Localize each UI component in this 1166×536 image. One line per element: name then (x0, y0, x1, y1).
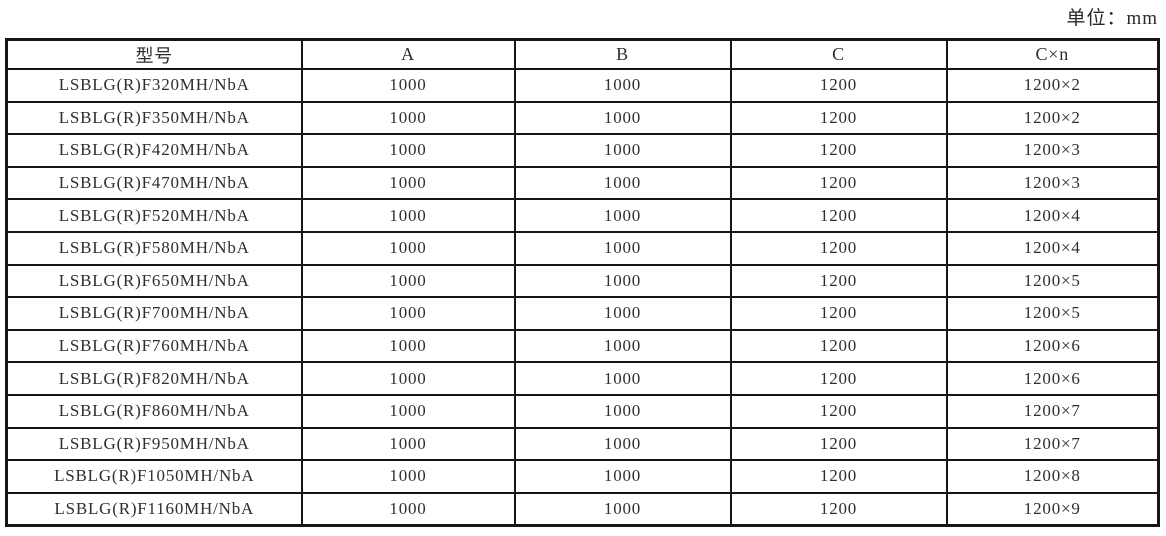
value-cxn-cell: 1200×2 (945, 100, 1160, 136)
value-a-cell: 1000 (300, 426, 516, 462)
value-a-cell: 1000 (300, 165, 516, 201)
value-cxn-cell: 1200×4 (945, 230, 1160, 266)
table-row: LSBLG(R)F580MH/NbA 1000 1000 1200 1200×4 (5, 230, 1160, 266)
value-cxn-cell: 1200×9 (945, 491, 1160, 527)
model-cell: LSBLG(R)F520MH/NbA (5, 198, 303, 233)
value-a-cell: 1000 (300, 459, 516, 494)
value-c-cell: 1200 (729, 459, 948, 494)
value-b-cell: 1000 (513, 100, 732, 136)
model-cell: LSBLG(R)F1050MH/NbA (5, 459, 303, 494)
table-row: LSBLG(R)F350MH/NbA 1000 1000 1200 1200×2 (5, 100, 1160, 136)
value-c-cell: 1200 (729, 426, 948, 462)
value-c-cell: 1200 (729, 68, 948, 103)
value-cxn-cell: 1200×7 (945, 393, 1160, 429)
model-cell: LSBLG(R)F950MH/NbA (5, 426, 303, 462)
value-b-cell: 1000 (513, 459, 732, 494)
value-cxn-cell: 1200×3 (945, 133, 1160, 168)
value-a-cell: 1000 (300, 198, 516, 233)
value-cxn-cell: 1200×8 (945, 459, 1160, 494)
value-a-cell: 1000 (300, 328, 516, 364)
value-b-cell: 1000 (513, 296, 732, 331)
model-cell: LSBLG(R)F470MH/NbA (5, 165, 303, 201)
value-b-cell: 1000 (513, 263, 732, 299)
value-b-cell: 1000 (513, 393, 732, 429)
table-row: LSBLG(R)F700MH/NbA 1000 1000 1200 1200×5 (5, 296, 1160, 331)
table-row: LSBLG(R)F470MH/NbA 1000 1000 1200 1200×3 (5, 165, 1160, 201)
table-row: LSBLG(R)F650MH/NbA 1000 1000 1200 1200×5 (5, 263, 1160, 299)
value-b-cell: 1000 (513, 491, 732, 527)
model-cell: LSBLG(R)F350MH/NbA (5, 100, 303, 136)
value-b-cell: 1000 (513, 230, 732, 266)
value-c-cell: 1200 (729, 198, 948, 233)
value-b-cell: 1000 (513, 165, 732, 201)
value-a-cell: 1000 (300, 361, 516, 396)
unit-label: 单位：mm (1066, 8, 1158, 29)
table-row: LSBLG(R)F1160MH/NbA 1000 1000 1200 1200×9 (5, 491, 1160, 527)
model-cell: LSBLG(R)F1160MH/NbA (5, 491, 303, 527)
value-c-cell: 1200 (729, 100, 948, 136)
spec-table: 型号 A B C C×n LSBLG(R)F320MH/NbA 1000 1000 1… (5, 38, 1160, 528)
value-c-cell: 1200 (729, 230, 948, 266)
model-cell: LSBLG(R)F820MH/NbA (5, 361, 303, 396)
model-cell: LSBLG(R)F700MH/NbA (5, 296, 303, 331)
value-b-cell: 1000 (513, 361, 732, 396)
value-b-cell: 1000 (513, 328, 732, 364)
value-cxn-cell: 1200×5 (945, 263, 1160, 299)
table-row: LSBLG(R)F820MH/NbA 1000 1000 1200 1200×6 (5, 361, 1160, 396)
table-row: LSBLG(R)F320MH/NbA 1000 1000 1200 1200×2 (5, 68, 1160, 103)
table-row: LSBLG(R)F860MH/NbA 1000 1000 1200 1200×7 (5, 393, 1160, 429)
value-a-cell: 1000 (300, 393, 516, 429)
table-row: LSBLG(R)F1050MH/NbA 1000 1000 1200 1200×8 (5, 459, 1160, 494)
value-cxn-cell: 1200×3 (945, 165, 1160, 201)
model-cell: LSBLG(R)F420MH/NbA (5, 133, 303, 168)
header-a: A (300, 38, 516, 70)
value-a-cell: 1000 (300, 133, 516, 168)
value-c-cell: 1200 (729, 263, 948, 299)
value-cxn-cell: 1200×5 (945, 296, 1160, 331)
value-c-cell: 1200 (729, 491, 948, 527)
header-cxn: C×n (945, 38, 1160, 70)
model-cell: LSBLG(R)F580MH/NbA (5, 230, 303, 266)
value-cxn-cell: 1200×4 (945, 198, 1160, 233)
value-cxn-cell: 1200×7 (945, 426, 1160, 462)
value-a-cell: 1000 (300, 296, 516, 331)
value-c-cell: 1200 (729, 133, 948, 168)
header-b: B (513, 38, 732, 70)
value-a-cell: 1000 (300, 230, 516, 266)
value-b-cell: 1000 (513, 133, 732, 168)
table-row: LSBLG(R)F760MH/NbA 1000 1000 1200 1200×6 (5, 328, 1160, 364)
header-row: 型号 A B C C×n (5, 38, 1160, 70)
value-c-cell: 1200 (729, 328, 948, 364)
table-row: LSBLG(R)F420MH/NbA 1000 1000 1200 1200×3 (5, 133, 1160, 168)
table-row: LSBLG(R)F950MH/NbA 1000 1000 1200 1200×7 (5, 426, 1160, 462)
value-c-cell: 1200 (729, 393, 948, 429)
header-c: C (729, 38, 948, 70)
value-a-cell: 1000 (300, 491, 516, 527)
value-c-cell: 1200 (729, 296, 948, 331)
value-b-cell: 1000 (513, 426, 732, 462)
value-b-cell: 1000 (513, 198, 732, 233)
value-c-cell: 1200 (729, 361, 948, 396)
model-cell: LSBLG(R)F760MH/NbA (5, 328, 303, 364)
header-model: 型号 (5, 38, 303, 70)
value-b-cell: 1000 (513, 68, 732, 103)
value-a-cell: 1000 (300, 263, 516, 299)
value-cxn-cell: 1200×6 (945, 328, 1160, 364)
model-cell: LSBLG(R)F320MH/NbA (5, 68, 303, 103)
model-cell: LSBLG(R)F650MH/NbA (5, 263, 303, 299)
table-row: LSBLG(R)F520MH/NbA 1000 1000 1200 1200×4 (5, 198, 1160, 233)
model-cell: LSBLG(R)F860MH/NbA (5, 393, 303, 429)
value-c-cell: 1200 (729, 165, 948, 201)
value-a-cell: 1000 (300, 68, 516, 103)
value-cxn-cell: 1200×2 (945, 68, 1160, 103)
table-body: LSBLG(R)F320MH/NbA 1000 1000 1200 1200×2 LSBL… (5, 68, 1160, 527)
value-cxn-cell: 1200×6 (945, 361, 1160, 396)
value-a-cell: 1000 (300, 100, 516, 136)
